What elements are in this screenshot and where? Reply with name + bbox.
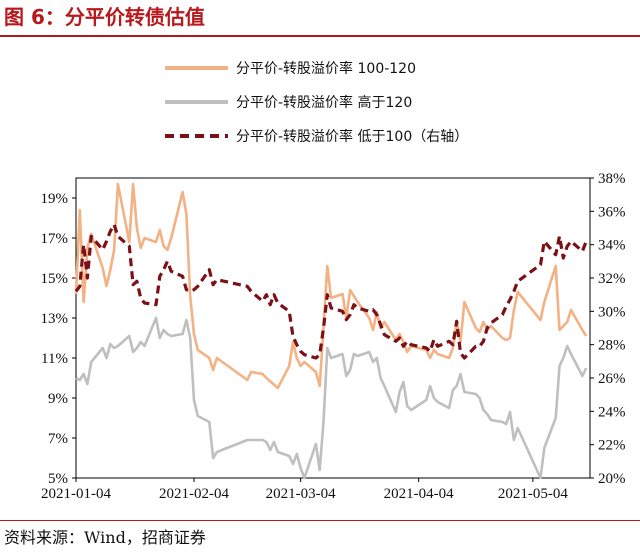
series-3-point [292,335,295,338]
chart-title: 图 6：分平价转债估值 [4,5,205,29]
right-tick-label: 28% [598,338,626,354]
left-tick-label: 9% [48,391,68,407]
plot-area: 5% 7% 9% 11% 13% 15% 17% 19% 20% 22% 24% 26% 28% 30% 3… [41,171,626,502]
source-note: 资料来源：Wind，招商证券 [4,528,206,547]
right-tick-label: 36% [598,204,626,220]
chart: 分平价-转股溢价率 100-120 分平价-转股溢价率 高于120 分平价-转股溢价… [41,60,626,502]
legend-label-1: 分平价-转股溢价率 100-120 [236,60,416,77]
right-tick-label: 32% [598,271,626,287]
series-3-point [139,297,142,300]
x-tick-label: 2021-03-04 [266,486,336,502]
right-tick-label: 22% [598,438,626,454]
series-line-2 [75,316,588,480]
series-3-point [101,248,104,251]
series-3-point [516,280,519,283]
legend-label-2: 分平价-转股溢价率 高于120 [236,94,412,111]
x-tick-label: 2021-05-04 [498,486,568,502]
series-3-point [261,300,264,303]
x-tick-label: 2021-01-04 [41,486,111,502]
right-tick-label: 24% [598,404,626,420]
left-tick-label: 17% [41,231,69,247]
left-tick-label: 7% [48,431,68,447]
series-3-point [543,240,546,243]
right-tick-label: 34% [598,238,626,254]
left-tick-label: 15% [41,271,69,287]
right-tick-label: 38% [598,171,626,187]
left-tick-label: 13% [41,311,69,327]
right-tick-label: 20% [598,471,626,487]
series-3-point [215,278,218,281]
left-tick-label: 19% [41,191,69,207]
left-tick-label: 5% [48,471,68,487]
title-divider [0,35,640,37]
series-line-1 [74,182,588,390]
left-tick-label: 11% [41,351,68,367]
legend-label-3: 分平价-转股溢价率 低于100（右轴） [236,128,468,145]
x-tick-label: 2021-02-04 [159,486,229,502]
series-3-point [356,307,359,310]
plot-frame [75,177,591,479]
legend: 分平价-转股溢价率 100-120 分平价-转股溢价率 高于120 分平价-转股溢价… [165,60,468,145]
series-3-point [459,352,462,355]
series-3-point [585,240,588,243]
x-tick-label: 2021-04-04 [384,486,454,502]
series-3-point [505,305,508,308]
right-tick-label: 26% [598,371,626,387]
series-3-point [570,240,573,243]
source-divider [0,520,640,521]
right-tick-label: 30% [598,304,626,320]
series-3-point [288,310,291,313]
